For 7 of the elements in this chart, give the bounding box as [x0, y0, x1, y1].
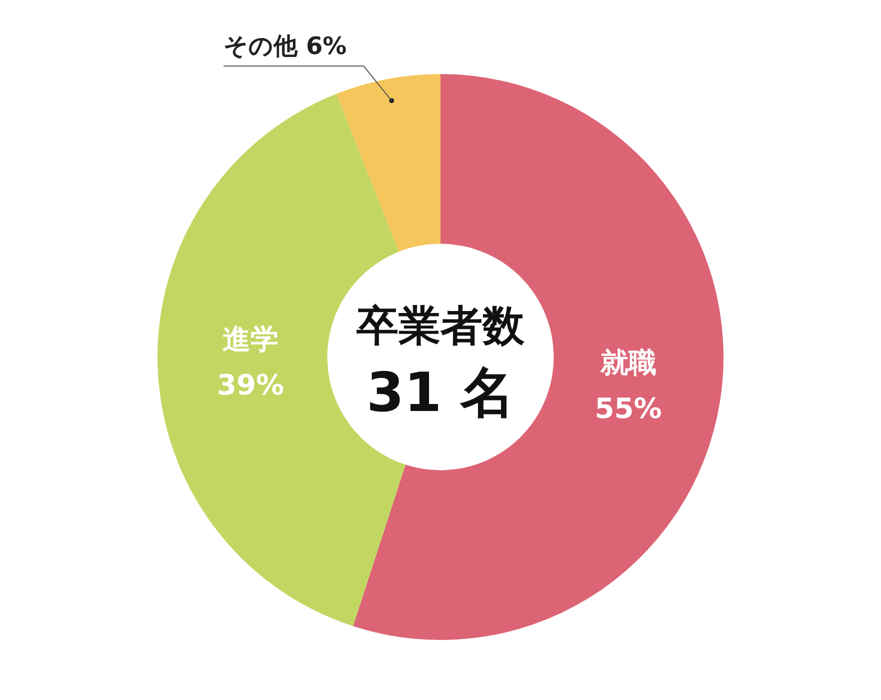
text: 卒業者数 — [356, 300, 526, 350]
slice-label: 進学 — [222, 322, 278, 356]
data-label: 55% — [594, 392, 662, 426]
slice-label: 就職 — [599, 346, 656, 380]
slice-label: その他 6% — [224, 32, 347, 60]
text: 31 名 — [366, 361, 514, 424]
data-label: 39% — [216, 368, 284, 402]
